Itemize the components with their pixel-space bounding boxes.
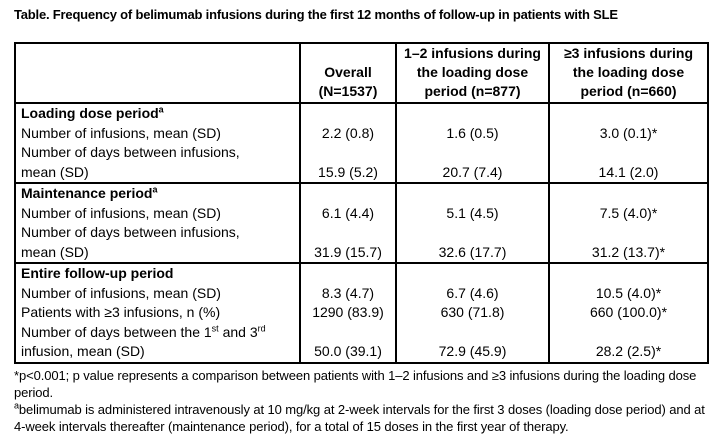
cell-value: 2.2 (0.8): [299, 123, 397, 143]
table-row: Number of infusions, mean (SD) 8.3 (4.7) 6…: [14, 283, 709, 303]
row-label: infusion, mean (SD): [14, 342, 301, 363]
table-header: Overall (N=1537) 1–2 infusions during th…: [14, 43, 709, 104]
cell-value: 5.1 (4.5): [395, 203, 550, 223]
header-row: Overall (N=1537) 1–2 infusions during th…: [14, 43, 709, 104]
cell-value: [548, 182, 709, 204]
superscript: a: [14, 400, 19, 411]
cell-value: 660 (100.0)*: [548, 303, 709, 323]
row-label: Number of infusions, mean (SD): [14, 203, 301, 223]
cell-value: 20.7 (7.4): [395, 162, 550, 183]
cell-value: [299, 322, 397, 342]
cell-value: 15.9 (5.2): [299, 162, 397, 183]
row-label: mean (SD): [14, 162, 301, 183]
table-row: Loading dose perioda: [14, 102, 709, 124]
row-label: Patients with ≥3 infusions, n (%): [14, 303, 301, 323]
footnote: abelimumab is administered intravenously…: [14, 400, 705, 434]
cell-value: 14.1 (2.0): [548, 162, 709, 183]
column-header-1-2-infusions: 1–2 infusions during the loading dose pe…: [395, 43, 550, 104]
cell-value: 1290 (83.9): [299, 303, 397, 323]
cell-value: [548, 223, 709, 243]
column-header-overall: Overall (N=1537): [299, 43, 397, 104]
cell-value: [299, 102, 397, 124]
superscript: st: [211, 322, 219, 333]
superscript: rd: [257, 322, 266, 333]
cell-value: 31.9 (15.7): [299, 242, 397, 263]
cell-value: [548, 143, 709, 163]
row-label: Number of infusions, mean (SD): [14, 283, 301, 303]
row-label: Number of infusions, mean (SD): [14, 123, 301, 143]
infusion-frequency-table: Overall (N=1537) 1–2 infusions during th…: [14, 42, 709, 364]
cell-value: 10.5 (4.0)*: [548, 283, 709, 303]
cell-value: 50.0 (39.1): [299, 342, 397, 363]
cell-value: 32.6 (17.7): [395, 242, 550, 263]
cell-value: 28.2 (2.5)*: [548, 342, 709, 363]
cell-value: [299, 182, 397, 204]
table-row: Number of infusions, mean (SD) 2.2 (0.8) 1…: [14, 123, 709, 143]
cell-value: 6.7 (4.6): [395, 283, 550, 303]
cell-value: [395, 322, 550, 342]
table-row: Number of days between infusions,: [14, 223, 709, 243]
section-label: Loading dose perioda: [14, 102, 301, 124]
table-title: Table. Frequency of belimumab infusions …: [14, 7, 618, 22]
cell-value: [548, 102, 709, 124]
footnotes: *p<0.001; p value represents a compariso…: [14, 367, 714, 435]
cell-value: 6.1 (4.4): [299, 203, 397, 223]
cell-value: 31.2 (13.7)*: [548, 242, 709, 263]
cell-value: [395, 143, 550, 163]
column-header-rowlabels: [14, 43, 301, 104]
cell-value: 3.0 (0.1)*: [548, 123, 709, 143]
cell-value: [299, 143, 397, 163]
cell-value: [395, 262, 550, 284]
table-row: Number of days between the 1st and 3rd: [14, 322, 709, 342]
superscript: a: [158, 104, 164, 115]
cell-value: [395, 182, 550, 204]
table-row: Maintenance perioda: [14, 182, 709, 204]
section-label: Entire follow-up period: [14, 262, 301, 284]
table-section: Loading dose perioda Number of infusions,…: [14, 102, 709, 183]
cell-value: [395, 223, 550, 243]
cell-value: [299, 223, 397, 243]
cell-value: [548, 322, 709, 342]
table-row: Number of days between infusions,: [14, 143, 709, 163]
cell-value: [395, 102, 550, 124]
table-row: infusion, mean (SD) 50.0 (39.1) 72.9 (45.9…: [14, 342, 709, 363]
superscript: a: [152, 184, 158, 195]
cell-value: 1.6 (0.5): [395, 123, 550, 143]
cell-value: 7.5 (4.0)*: [548, 203, 709, 223]
cell-value: [299, 262, 397, 284]
table-row: Number of infusions, mean (SD) 6.1 (4.4) 5…: [14, 203, 709, 223]
table-row: mean (SD) 15.9 (5.2) 20.7 (7.4) 14.1 (2.0): [14, 162, 709, 183]
footnote: *p<0.001; p value represents a compariso…: [14, 367, 697, 400]
table-row: Entire follow-up period: [14, 262, 709, 284]
table-section: Maintenance perioda Number of infusions, …: [14, 182, 709, 263]
cell-value: [548, 262, 709, 284]
cell-value: 8.3 (4.7): [299, 283, 397, 303]
row-label: Number of days between infusions,: [14, 143, 301, 163]
row-label: mean (SD): [14, 242, 301, 263]
table-row: Patients with ≥3 infusions, n (%) 1290 (8…: [14, 303, 709, 323]
row-label: Number of days between infusions,: [14, 223, 301, 243]
row-label: Number of days between the 1st and 3rd: [14, 322, 301, 342]
table-section: Entire follow-up period Number of infusio…: [14, 262, 709, 363]
section-label: Maintenance perioda: [14, 182, 301, 204]
table-row: mean (SD) 31.9 (15.7) 32.6 (17.7) 31.2 (13.…: [14, 242, 709, 263]
cell-value: 72.9 (45.9): [395, 342, 550, 363]
column-header-3plus-infusions: ≥3 infusions during the loading dose per…: [548, 43, 709, 104]
cell-value: 630 (71.8): [395, 303, 550, 323]
